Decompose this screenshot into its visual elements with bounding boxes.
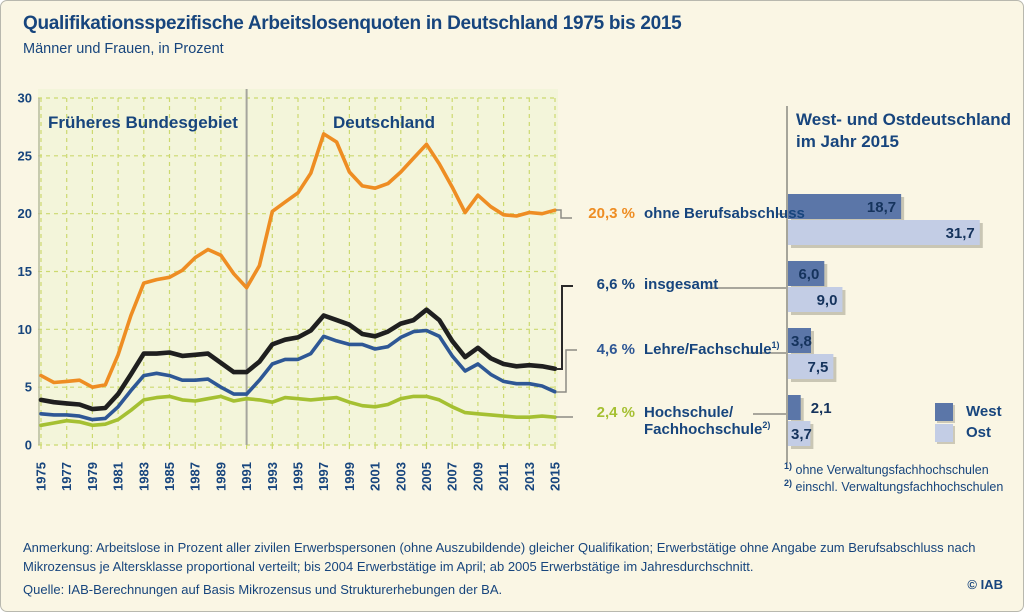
- y-axis-labels: 0 5 10 15 20 25 30: [18, 91, 32, 453]
- category-label-lehre-fachschule: 4,6 % Lehre/Fachschule1): [573, 340, 780, 359]
- svg-text:1993: 1993: [265, 462, 280, 491]
- line-plot-grid: [38, 97, 558, 446]
- line-series-ohne-berufsabschluss: [39, 132, 557, 390]
- line-series-hochschule-fachhochschule: [39, 394, 557, 428]
- bar-shadow-west-hochschule-fachhochschule: [791, 398, 804, 423]
- footnote-1: 1) ohne Verwaltungsfachhochschulen: [784, 460, 989, 477]
- bar-value-ost-hochschule-fachhochschule: 3,7: [791, 426, 812, 443]
- bar-shadow-west-ohne-berufsabschluss: [791, 197, 905, 222]
- line-series-lehre-fachschule: [39, 328, 557, 422]
- bar-west-hochschule-fachhochschule: [788, 395, 801, 420]
- legend-label-west: West: [966, 403, 1002, 420]
- svg-text:2015: 2015: [548, 462, 563, 491]
- svg-text:15: 15: [18, 264, 32, 279]
- region-label-deutschland: Deutschland: [333, 113, 436, 132]
- bar-ost-hochschule-fachhochschule: [788, 421, 811, 446]
- category-label-insgesamt: 6,6 % insgesamt: [573, 276, 719, 293]
- category-text-hochschule: Hochschule/Fachhochschule2): [644, 404, 771, 438]
- svg-text:1975: 1975: [34, 462, 49, 491]
- bar-shadow-ost-hochschule-fachhochschule: [791, 424, 814, 449]
- bar-chart-title-line2: im Jahr 2015: [796, 132, 900, 151]
- legend-swatch-ost: [935, 423, 953, 442]
- copyright: © IAB: [967, 577, 1003, 592]
- x-axis-ticks: [40, 445, 556, 449]
- line-plot-background: [38, 89, 558, 445]
- bar-shadow-ost-insgesamt: [791, 290, 846, 315]
- x-axis-labels: 1975 1977 1979 1981 1983 1985 1987 1989 1991 1993…: [34, 462, 563, 491]
- bar-shadow-ost-lehre-fachschule: [791, 357, 837, 382]
- bar-west-ohne-berufsabschluss: [788, 194, 902, 219]
- svg-text:2005: 2005: [419, 462, 434, 491]
- footnotes: 1) ohne Verwaltungsfachhochschulen 2) ei…: [784, 460, 1004, 495]
- svg-text:1977: 1977: [59, 462, 74, 491]
- svg-text:1991: 1991: [239, 462, 254, 491]
- annotation-text: Anmerkung: Arbeitslose in Prozent aller …: [23, 540, 976, 574]
- bar-ost-lehre-fachschule: [788, 354, 834, 379]
- svg-text:25: 25: [18, 148, 32, 163]
- label-connector-left-0: [556, 209, 572, 219]
- bar-shadow-west-lehre-fachschule: [791, 331, 814, 356]
- bar-value-west-lehre-fachschule: 3,8: [791, 333, 812, 350]
- svg-text:1981: 1981: [111, 462, 126, 491]
- label-connector-left-1: [556, 285, 573, 370]
- svg-text:2013: 2013: [522, 462, 537, 491]
- bar-west-lehre-fachschule: [788, 328, 811, 353]
- source-text: Quelle: IAB-Berechnungen auf Basis Mikro…: [23, 582, 503, 597]
- svg-text:1999: 1999: [342, 462, 357, 491]
- category-label-ohne-berufsabschluss: 20,3 % ohne Berufsabschluss: [573, 205, 805, 222]
- svg-text:2001: 2001: [368, 462, 383, 491]
- svg-text:20: 20: [18, 206, 32, 221]
- bar-value-west-ohne-berufsabschluss: 18,7: [867, 199, 896, 216]
- category-value-insgesamt: 6,6 %: [596, 276, 635, 293]
- category-value-ohne-berufsabschluss: 20,3 %: [588, 205, 635, 222]
- legend-label-ost: Ost: [966, 424, 992, 441]
- footnote-marker-1-ref: 1): [771, 340, 780, 350]
- bar-chart-title: West- und Ostdeutschland im Jahr 2015: [796, 109, 1011, 153]
- svg-text:1987: 1987: [188, 462, 203, 491]
- line-series-insgesamt: [38, 307, 558, 412]
- svg-text:10: 10: [18, 322, 32, 337]
- svg-text:30: 30: [18, 91, 32, 106]
- svg-text:1989: 1989: [213, 462, 228, 491]
- svg-text:1979: 1979: [85, 462, 100, 491]
- bar-chart-title-line1: West- und Ostdeutschland: [796, 110, 1012, 129]
- legend-swatch-west: [935, 402, 953, 421]
- bar-ost-ohne-berufsabschluss: [788, 220, 980, 245]
- svg-text:1985: 1985: [162, 462, 177, 491]
- svg-text:2007: 2007: [445, 462, 460, 491]
- svg-text:2003: 2003: [393, 462, 408, 491]
- bar-ost-insgesamt: [788, 287, 843, 312]
- svg-text:1995: 1995: [291, 462, 306, 491]
- bar-value-west-insgesamt: 6,0: [798, 266, 819, 283]
- svg-text:1997: 1997: [316, 462, 331, 491]
- bar-value-west-hochschule-fachhochschule: 2,1: [811, 400, 832, 417]
- category-value-lehre-fachschule: 4,6 %: [596, 341, 635, 358]
- category-text-insgesamt: insgesamt: [644, 276, 719, 293]
- footnote-marker-2-ref: 2): [762, 420, 771, 430]
- legend-item-ost: Ost: [935, 422, 1002, 443]
- svg-text:1983: 1983: [136, 462, 151, 491]
- legend: West Ost: [935, 401, 1002, 443]
- svg-text:5: 5: [25, 380, 32, 395]
- bar-value-ost-lehre-fachschule: 7,5: [808, 359, 829, 376]
- bar-value-ost-insgesamt: 9,0: [817, 292, 838, 309]
- page-title: Qualifikationsspezifische Arbeitslosenqu…: [23, 13, 682, 34]
- category-text-ohne-berufsabschluss: ohne Berufsabschluss: [644, 205, 805, 222]
- category-label-hochschule: 2,4 % Hochschule/Fachhochschule2): [573, 404, 771, 438]
- category-value-hochschule: 2,4 %: [596, 404, 635, 421]
- legend-item-west: West: [935, 401, 1002, 422]
- footnote-2: 2) einschl. Verwaltungsfachhochschulen: [784, 477, 1004, 494]
- bar-shadow-west-insgesamt: [791, 264, 828, 289]
- bar-shadow-ost-ohne-berufsabschluss: [791, 223, 983, 248]
- category-text-lehre-fachschule: Lehre/Fachschule1): [644, 340, 780, 359]
- svg-text:2009: 2009: [470, 462, 485, 491]
- region-label-frueheres-bundesgebiet: Früheres Bundesgebiet: [48, 113, 238, 132]
- bar-west-insgesamt: [788, 261, 825, 286]
- svg-text:2011: 2011: [496, 463, 511, 491]
- svg-text:0: 0: [25, 438, 32, 453]
- bar-value-ost-ohne-berufsabschluss: 31,7: [946, 225, 975, 242]
- page-subtitle: Männer und Frauen, in Prozent: [23, 41, 224, 57]
